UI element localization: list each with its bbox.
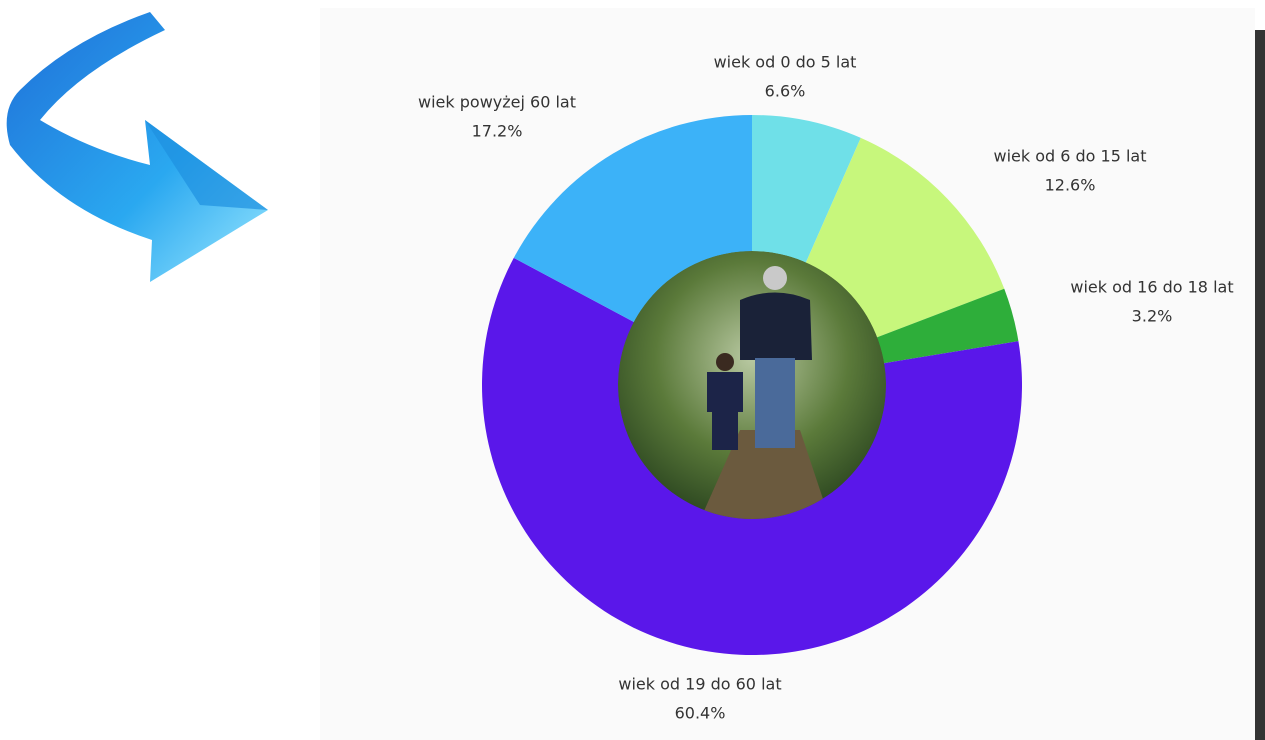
slice-label: wiek od 0 do 5 lat bbox=[714, 53, 857, 72]
panel-shadow bbox=[1255, 30, 1265, 740]
slice-label: wiek od 19 do 60 lat bbox=[618, 675, 781, 694]
slice-value-label: 3.2% bbox=[1132, 307, 1173, 326]
arrow-icon bbox=[6, 12, 269, 282]
slice-value-label: 17.2% bbox=[472, 122, 523, 141]
slice-label: wiek powyżej 60 lat bbox=[418, 93, 576, 112]
slice-label: wiek od 6 do 15 lat bbox=[993, 147, 1146, 166]
slice-value-label: 12.6% bbox=[1045, 176, 1096, 195]
slice-label: wiek od 16 do 18 lat bbox=[1070, 278, 1233, 297]
slice-value-label: 60.4% bbox=[675, 704, 726, 723]
center-photo bbox=[618, 251, 886, 519]
slice-value-label: 6.6% bbox=[765, 82, 806, 101]
